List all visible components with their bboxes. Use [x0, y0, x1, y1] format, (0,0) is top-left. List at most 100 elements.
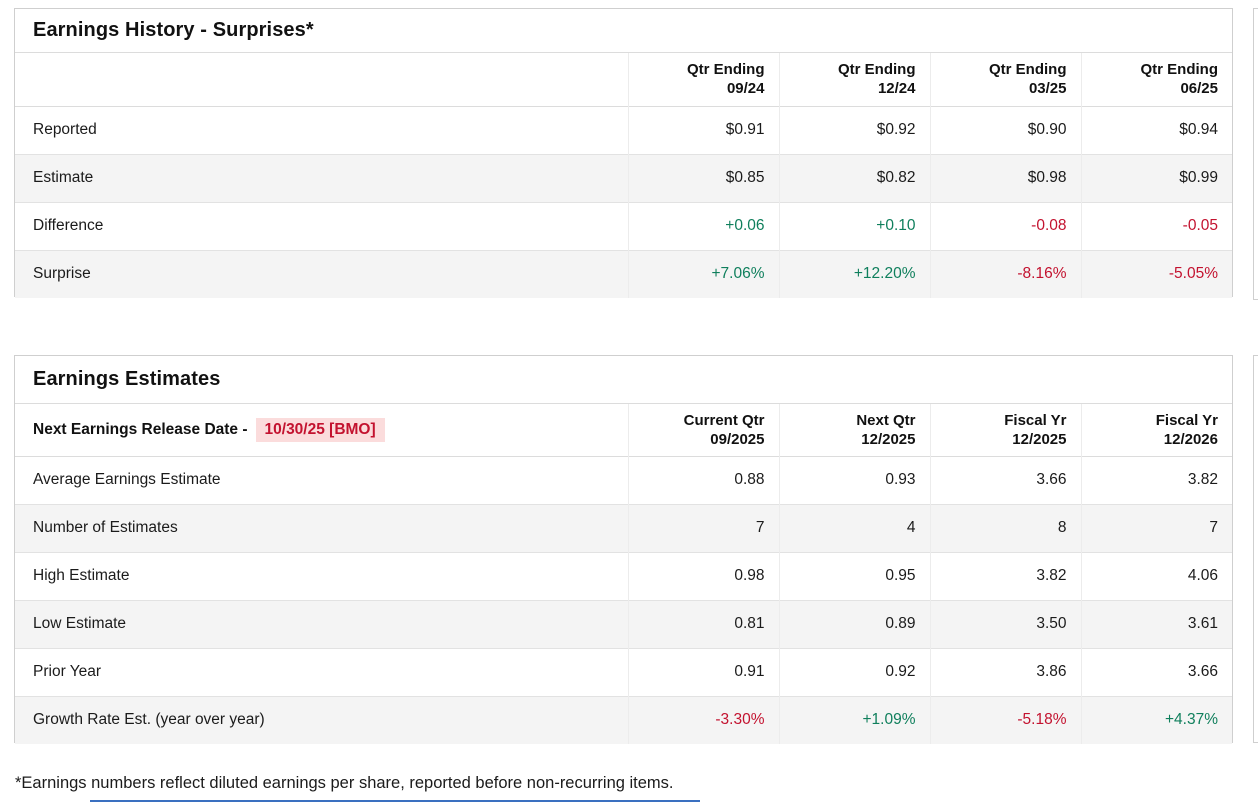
- value-cell: +12.20%: [778, 250, 930, 298]
- row-label: Growth Rate Est. (year over year): [33, 711, 265, 729]
- column-header-line2: 06/25: [1180, 80, 1218, 98]
- earnings-history-panel: Earnings History - Surprises* Qtr Ending…: [14, 8, 1233, 298]
- bottom-cutoff-element: [90, 800, 700, 802]
- row-label: Number of Estimates: [33, 519, 178, 536]
- table-row: Prior Year 0.91 0.92 3.86 3.66: [15, 648, 1232, 696]
- earnings-estimates-title: Earnings Estimates: [15, 356, 1232, 404]
- column-header-line1: Qtr Ending: [1140, 61, 1219, 79]
- column-header-row: Qtr Ending 09/24 Qtr Ending 12/24 Qtr En…: [15, 53, 1232, 106]
- release-date-label: Next Earnings Release Date -: [33, 420, 248, 438]
- column-header-line2: 09/24: [726, 80, 765, 98]
- column-header-line2: 12/2025: [1012, 430, 1067, 448]
- value-cell: 3.61: [1080, 600, 1232, 648]
- column-header: Next Qtr 12/2025: [778, 404, 930, 456]
- value-cell: -0.08: [929, 202, 1081, 250]
- value-cell: 0.89: [778, 600, 930, 648]
- table-row: Number of Estimates 7 4 8 7: [15, 504, 1232, 552]
- column-header: Qtr Ending 03/25: [929, 53, 1081, 106]
- column-header: Fiscal Yr 12/2025: [929, 404, 1081, 456]
- value-cell: $0.90: [929, 106, 1081, 154]
- row-label: Reported: [33, 121, 97, 138]
- column-header-line1: Current Qtr: [683, 411, 765, 429]
- column-header-line2: 12/2026: [1163, 430, 1218, 448]
- column-header: Qtr Ending 09/24: [627, 53, 779, 106]
- row-label: Surprise: [33, 265, 91, 283]
- value-cell: 0.88: [627, 456, 779, 504]
- row-label: Difference: [33, 217, 104, 234]
- table-row: Surprise +7.06% +12.20% -8.16% -5.05%: [15, 250, 1232, 298]
- adjacent-panel-sliver: [1253, 355, 1258, 743]
- value-cell: 0.93: [778, 456, 930, 504]
- value-cell: 0.92: [778, 648, 930, 696]
- adjacent-panel-sliver: [1253, 8, 1258, 300]
- value-cell: 0.81: [627, 600, 779, 648]
- value-cell: 7: [1080, 504, 1232, 552]
- column-header: Current Qtr 09/2025: [627, 404, 779, 456]
- column-header: Fiscal Yr 12/2026: [1080, 404, 1232, 456]
- value-cell: +0.06: [627, 202, 779, 250]
- value-cell: 0.95: [778, 552, 930, 600]
- value-cell: $0.94: [1080, 106, 1232, 154]
- value-cell: $0.99: [1080, 154, 1232, 202]
- column-header: Qtr Ending 12/24: [778, 53, 930, 106]
- column-header-line2: 12/24: [877, 80, 916, 98]
- value-cell: $0.85: [627, 154, 779, 202]
- value-cell: -5.05%: [1080, 250, 1232, 298]
- value-cell: 3.82: [929, 552, 1081, 600]
- value-cell: 3.50: [929, 600, 1081, 648]
- value-cell: -3.30%: [627, 696, 779, 744]
- value-cell: 7: [627, 504, 779, 552]
- column-header-line1: Fiscal Yr: [1004, 411, 1067, 429]
- column-header-line2: 09/2025: [710, 430, 765, 448]
- column-header-line1: Qtr Ending: [838, 61, 916, 79]
- table-row: Reported $0.91 $0.92 $0.90 $0.94: [15, 106, 1232, 154]
- value-cell: 0.98: [627, 552, 779, 600]
- table-row: Low Estimate 0.81 0.89 3.50 3.61: [15, 600, 1232, 648]
- value-cell: $0.91: [627, 106, 779, 154]
- value-cell: 4: [778, 504, 930, 552]
- value-cell: -0.05: [1080, 202, 1232, 250]
- value-cell: 3.66: [1080, 648, 1232, 696]
- row-label: Estimate: [33, 169, 94, 186]
- value-cell: $0.82: [778, 154, 930, 202]
- value-cell: $0.92: [778, 106, 930, 154]
- table-row: Average Earnings Estimate 0.88 0.93 3.66 3.8…: [15, 456, 1232, 504]
- earnings-history-table: Qtr Ending 09/24 Qtr Ending 12/24 Qtr En…: [15, 53, 1232, 298]
- earnings-estimates-panel: Earnings Estimates Next Earnings Release…: [14, 355, 1233, 744]
- earnings-footnote: *Earnings numbers reflect diluted earnin…: [15, 774, 674, 792]
- earnings-history-title: Earnings History - Surprises*: [15, 9, 1232, 53]
- column-header-line2: 12/2025: [861, 430, 916, 448]
- earnings-estimates-table: Next Earnings Release Date - 10/30/25 [BM…: [15, 404, 1232, 744]
- value-cell: $0.98: [929, 154, 1081, 202]
- column-header-line1: Qtr Ending: [687, 61, 765, 79]
- row-label: High Estimate: [33, 567, 130, 584]
- value-cell: -5.18%: [929, 696, 1081, 744]
- release-date-badge: 10/30/25 [BMO]: [255, 417, 385, 442]
- table-row: High Estimate 0.98 0.95 3.82 4.06: [15, 552, 1232, 600]
- column-header-line1: Next Qtr: [856, 411, 916, 429]
- value-cell: +1.09%: [778, 696, 930, 744]
- column-header-line1: Fiscal Yr: [1155, 411, 1218, 429]
- column-header: Qtr Ending 06/25: [1080, 53, 1232, 106]
- table-row: Growth Rate Est. (year over year) -3.30% +…: [15, 696, 1232, 744]
- value-cell: 8: [929, 504, 1081, 552]
- row-label: Low Estimate: [33, 615, 127, 632]
- value-cell: +7.06%: [627, 250, 779, 298]
- value-cell: 3.86: [929, 648, 1081, 696]
- row-label: Average Earnings Estimate: [33, 471, 221, 488]
- value-cell: 3.66: [929, 456, 1081, 504]
- value-cell: 3.82: [1080, 456, 1232, 504]
- value-cell: 0.91: [627, 648, 779, 696]
- value-cell: 4.06: [1080, 552, 1232, 600]
- column-header-line2: 03/25: [1028, 80, 1067, 98]
- value-cell: +0.10: [778, 202, 930, 250]
- row-label: Prior Year: [33, 663, 102, 680]
- table-row: Estimate $0.85 $0.82 $0.98 $0.99: [15, 154, 1232, 202]
- column-header-row: Next Earnings Release Date - 10/30/25 [BM…: [15, 404, 1232, 456]
- column-header-line1: Qtr Ending: [989, 61, 1067, 79]
- value-cell: -8.16%: [929, 250, 1081, 298]
- table-row: Difference +0.06 +0.10 -0.08 -0.05: [15, 202, 1232, 250]
- header-spacer: [15, 53, 628, 106]
- next-earnings-release: Next Earnings Release Date - 10/30/25 [BM…: [15, 404, 628, 456]
- value-cell: +4.37%: [1080, 696, 1232, 744]
